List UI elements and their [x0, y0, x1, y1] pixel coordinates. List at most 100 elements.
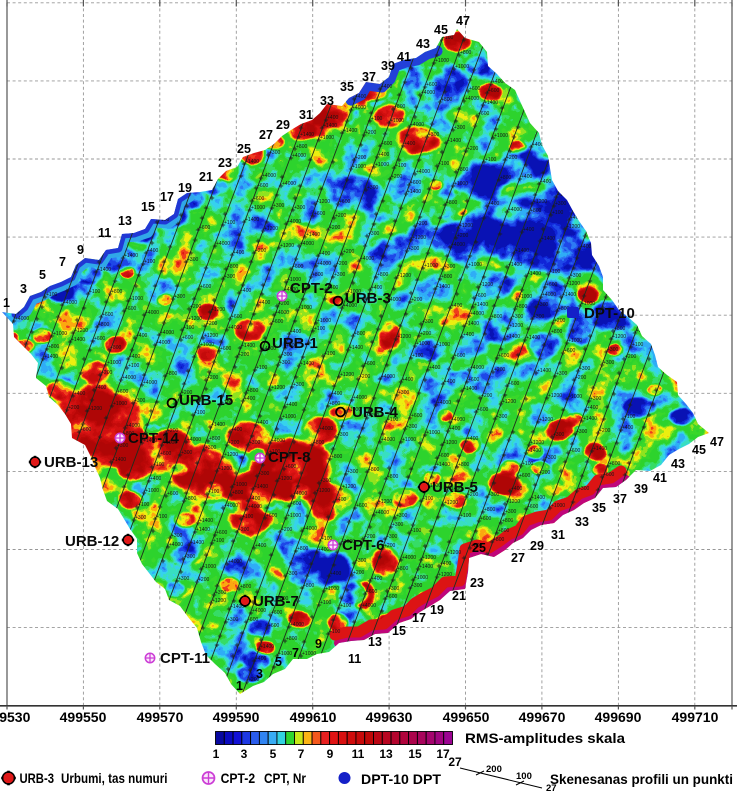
svg-text:499710: 499710 [672, 709, 719, 725]
svg-text:+200: +200 [368, 413, 379, 419]
svg-text:+200: +200 [494, 367, 505, 373]
svg-text:+4000: +4000 [275, 310, 289, 316]
svg-text:+100: +100 [329, 629, 340, 635]
svg-text:+200: +200 [416, 221, 427, 227]
svg-text:+1200: +1200 [88, 406, 102, 412]
svg-text:+4000: +4000 [160, 330, 174, 336]
svg-text:29: 29 [530, 539, 544, 553]
svg-text:+200: +200 [198, 577, 209, 583]
svg-text:+300: +300 [556, 371, 567, 377]
svg-text:+800: +800 [209, 436, 220, 442]
svg-text:+4000: +4000 [290, 622, 304, 628]
svg-text:+600: +600 [468, 377, 479, 383]
svg-text:+300: +300 [281, 352, 292, 358]
svg-text:19: 19 [430, 603, 444, 617]
svg-text:+300: +300 [396, 513, 407, 519]
svg-text:+1400: +1400 [71, 337, 85, 343]
svg-text:+4000: +4000 [287, 219, 301, 225]
svg-text:+300: +300 [411, 583, 422, 589]
svg-text:+1000: +1000 [282, 414, 296, 420]
svg-text:+400: +400 [335, 497, 346, 503]
svg-text:+4000: +4000 [228, 325, 242, 331]
svg-text:499570: 499570 [137, 709, 184, 725]
svg-text:+1200: +1200 [533, 199, 547, 205]
svg-text:+4000: +4000 [353, 395, 367, 401]
svg-text:+800: +800 [502, 518, 513, 524]
svg-text:+300: +300 [576, 429, 587, 435]
svg-text:+4000: +4000 [282, 181, 296, 187]
svg-text:+400: +400 [150, 476, 161, 482]
svg-text:+1200: +1200 [566, 281, 580, 287]
svg-text:+800: +800 [331, 454, 342, 460]
svg-text:+600: +600 [381, 141, 392, 147]
svg-text:+400: +400 [371, 576, 382, 582]
svg-text:+1200: +1200 [316, 199, 330, 205]
svg-text:+200: +200 [625, 354, 636, 360]
svg-text:+300: +300 [355, 558, 366, 564]
svg-text:499650: 499650 [443, 709, 490, 725]
svg-text:+100: +100 [208, 489, 219, 495]
svg-text:+1400: +1400 [196, 527, 210, 533]
svg-text:+600: +600 [488, 88, 499, 94]
svg-text:+600: +600 [480, 516, 491, 522]
svg-text:+200: +200 [467, 492, 478, 498]
svg-text:+400: +400 [95, 385, 106, 391]
svg-text:+400: +400 [429, 365, 440, 371]
svg-text:+100: +100 [442, 35, 453, 41]
svg-text:+600: +600 [314, 211, 325, 217]
svg-text:+1000: +1000 [468, 262, 482, 268]
svg-text:35: 35 [340, 80, 354, 94]
svg-text:+400: +400 [511, 486, 522, 492]
svg-text:+4000: +4000 [410, 122, 424, 128]
svg-text:+4000: +4000 [300, 241, 314, 247]
svg-text:+300: +300 [134, 398, 145, 404]
svg-text:+1000: +1000 [427, 483, 441, 489]
svg-text:41: 41 [397, 50, 411, 64]
svg-text:15: 15 [141, 200, 155, 214]
svg-text:+1400: +1400 [143, 438, 157, 444]
svg-text:+300: +300 [368, 231, 379, 237]
svg-text:+300: +300 [607, 347, 618, 353]
svg-text:47: 47 [710, 435, 724, 449]
svg-text:+400: +400 [378, 152, 389, 158]
svg-text:+200: +200 [248, 677, 259, 683]
svg-text:+100: +100 [485, 157, 496, 163]
svg-text:+1000: +1000 [287, 513, 301, 519]
svg-text:+800: +800 [98, 322, 109, 328]
svg-text:+800: +800 [303, 583, 314, 589]
svg-text:+600: +600 [356, 503, 367, 509]
svg-text:+400: +400 [467, 436, 478, 442]
svg-text:+600: +600 [271, 610, 282, 616]
svg-text:+4000: +4000 [63, 300, 77, 306]
svg-text:+1200: +1200 [278, 476, 292, 482]
svg-text:+800: +800 [247, 388, 258, 394]
svg-text:+1400: +1400 [190, 540, 204, 546]
svg-text:+800: +800 [123, 431, 134, 437]
svg-text:+800: +800 [516, 304, 527, 310]
svg-text:+4000: +4000 [317, 261, 331, 267]
svg-text:+1200: +1200 [548, 393, 562, 399]
svg-text:DPT-10 DPT: DPT-10 DPT [361, 771, 441, 787]
svg-text:+1200: +1200 [509, 323, 523, 329]
svg-text:URB-1: URB-1 [272, 335, 318, 352]
svg-text:+1400: +1400 [515, 248, 529, 254]
svg-text:17: 17 [412, 611, 426, 625]
svg-text:+200: +200 [68, 405, 79, 411]
svg-text:15: 15 [392, 624, 406, 638]
svg-text:CPT-6: CPT-6 [342, 537, 385, 554]
svg-text:+100: +100 [314, 326, 325, 332]
svg-text:+300: +300 [545, 455, 556, 461]
svg-text:+1200: +1200 [397, 273, 411, 279]
svg-text:+1200: +1200 [539, 417, 553, 423]
svg-text:+100: +100 [269, 449, 280, 455]
svg-text:+600: +600 [200, 284, 211, 290]
svg-text:27: 27 [448, 755, 462, 769]
svg-text:1: 1 [213, 747, 220, 761]
svg-text:+1400: +1400 [199, 518, 213, 524]
svg-text:+300: +300 [337, 432, 348, 438]
svg-text:+1400: +1400 [97, 267, 111, 273]
svg-text:+800: +800 [354, 331, 365, 337]
svg-text:+800: +800 [297, 546, 308, 552]
svg-text:+800: +800 [368, 467, 379, 473]
svg-text:+1000: +1000 [454, 181, 468, 187]
